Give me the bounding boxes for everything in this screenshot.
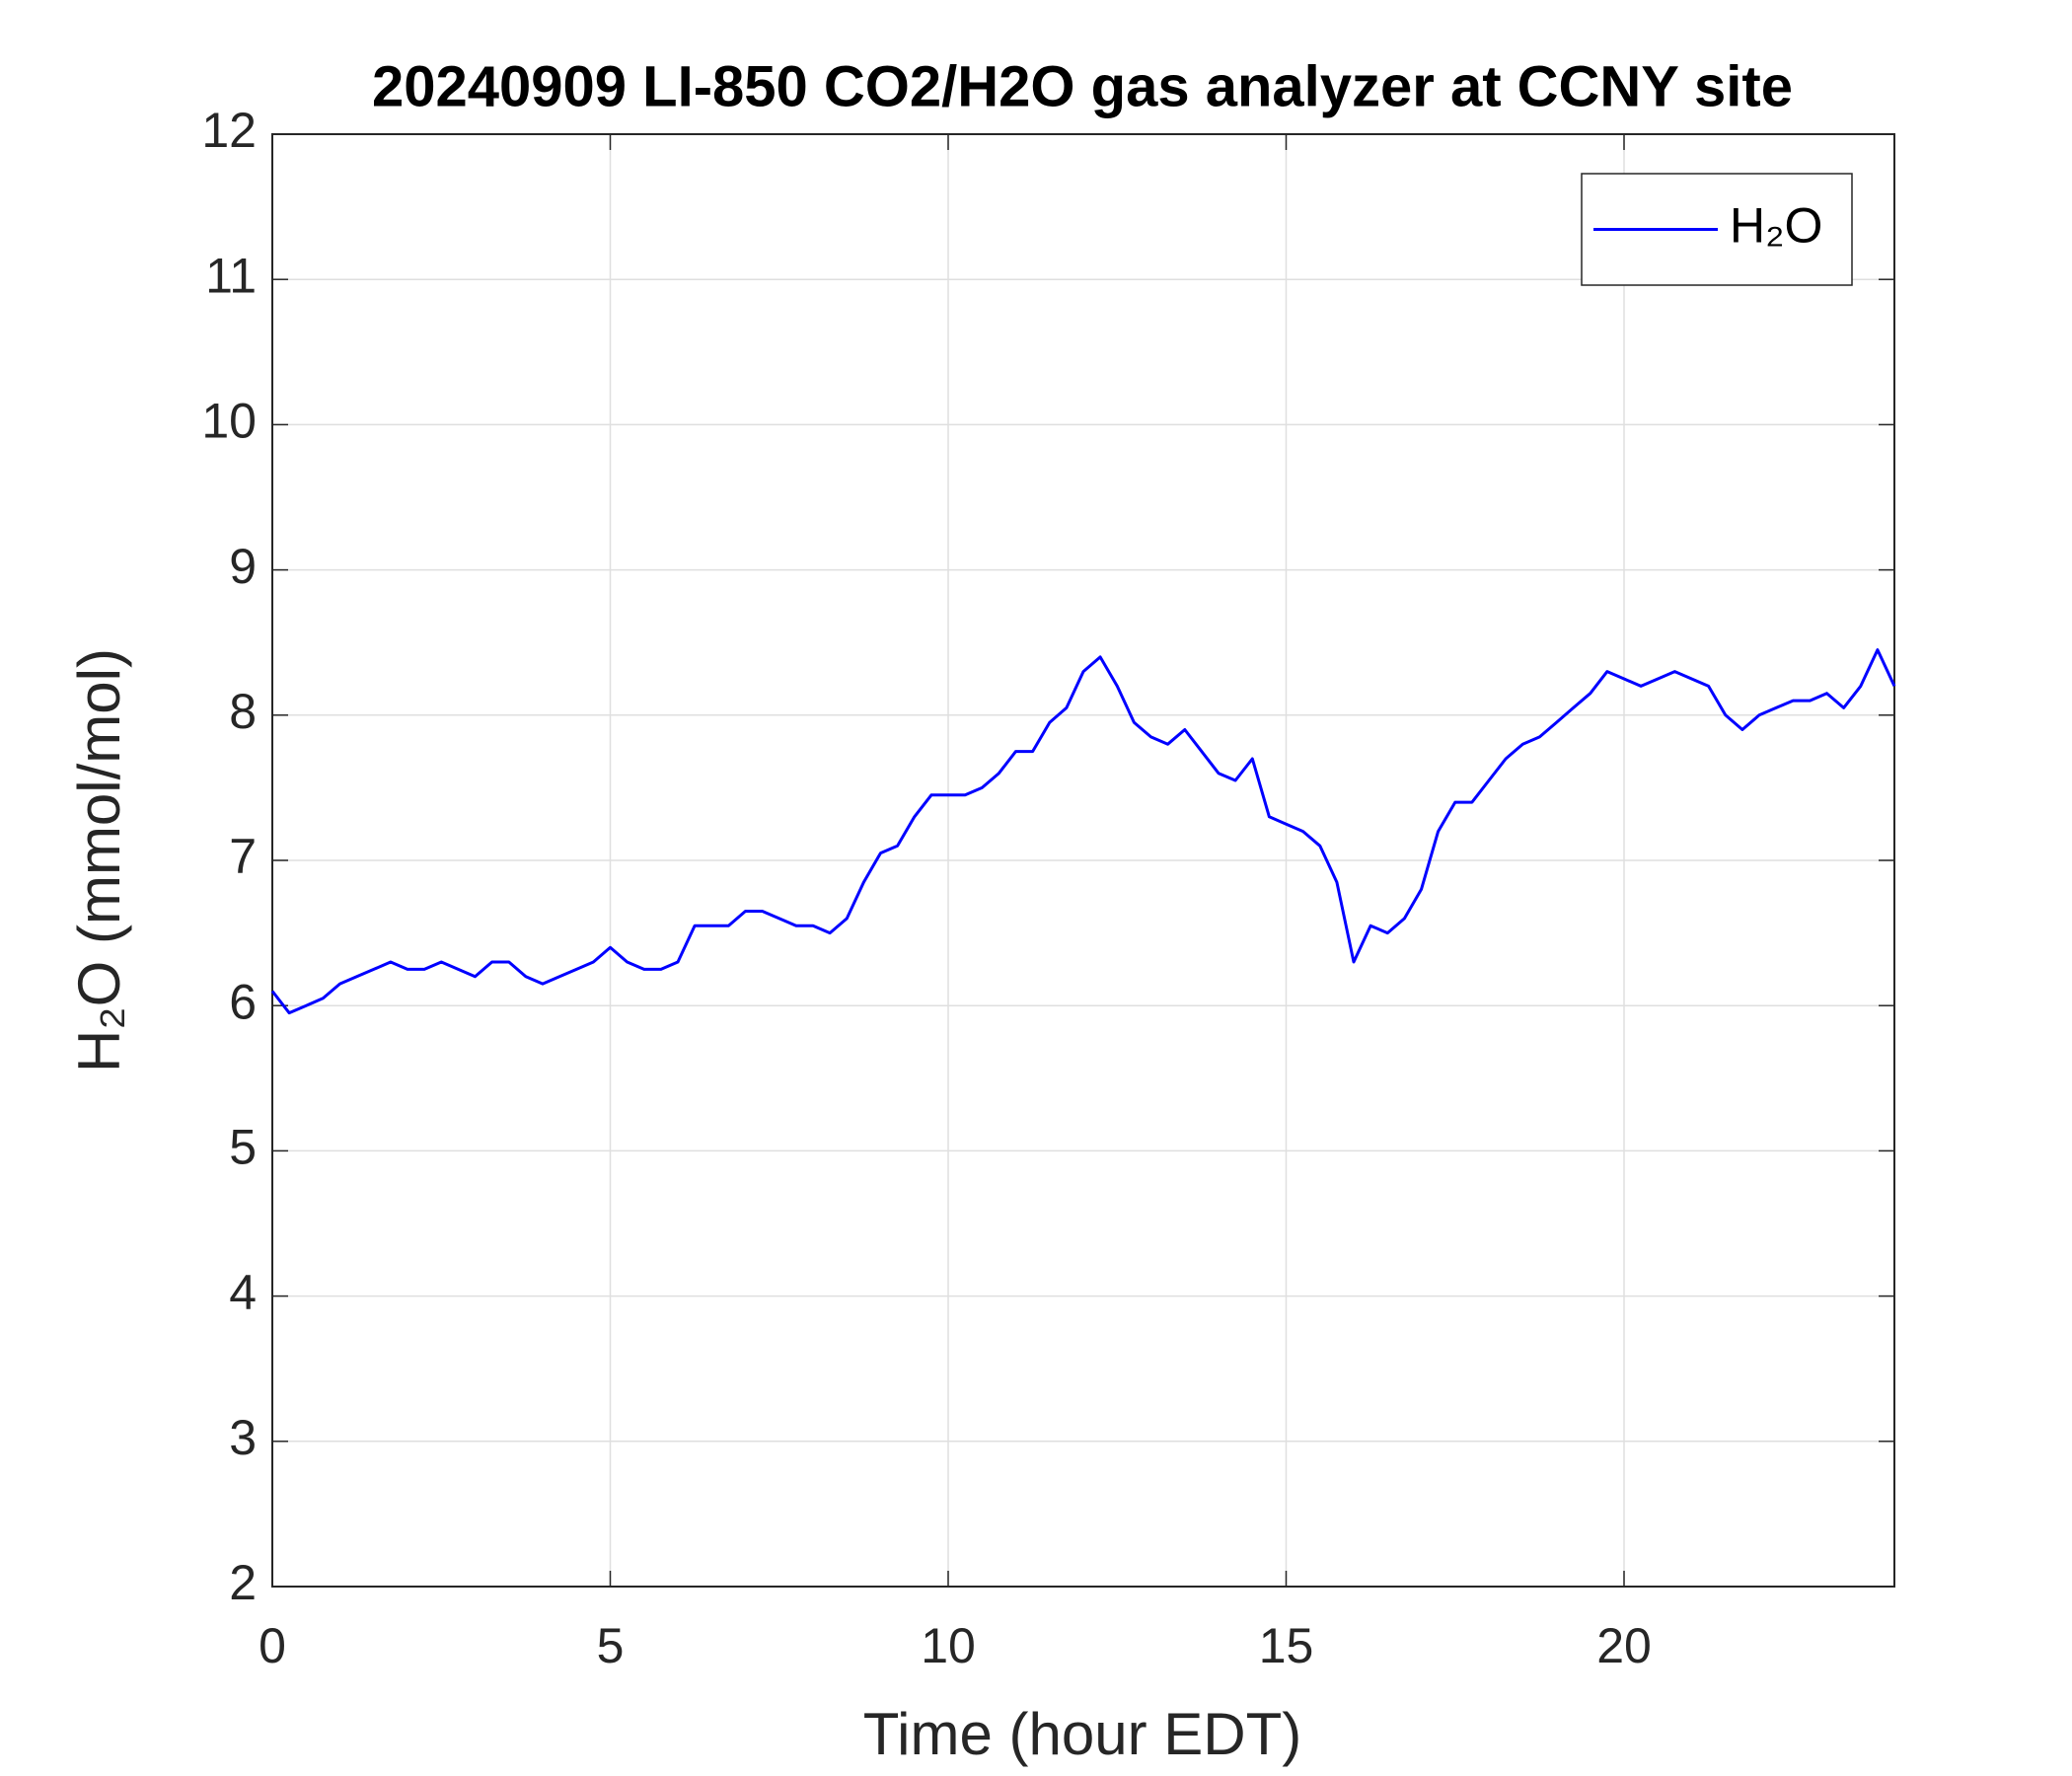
axes-box (271, 133, 1895, 1588)
y-axis-label: H₂O (mmol/mol) (66, 648, 132, 1073)
y-tick-label: 3 (229, 1410, 257, 1465)
y-tick-label: 9 (229, 539, 257, 594)
legend-label: H₂O (1730, 198, 1822, 254)
x-tick-label: 5 (597, 1618, 625, 1673)
y-tick-label: 4 (229, 1265, 257, 1320)
x-tick-label: 0 (259, 1618, 286, 1673)
x-tick-label: 10 (921, 1618, 976, 1673)
y-tick-label: 5 (229, 1120, 257, 1175)
y-tick-label: 12 (201, 103, 257, 158)
y-tick-label: 11 (205, 248, 257, 303)
data-line (270, 648, 1896, 1015)
x-tick-label: 20 (1596, 1618, 1652, 1673)
x-tick-label: 15 (1259, 1618, 1314, 1673)
y-tick-label: 7 (229, 829, 257, 884)
y-tick-label: 2 (229, 1555, 257, 1610)
x-axis-label: Time (hour EDT) (863, 1701, 1302, 1767)
chart-title: 20240909 LI-850 CO2/H2O gas analyzer at … (372, 54, 1793, 118)
y-tick-label: 8 (229, 684, 257, 739)
y-tick-label: 10 (201, 394, 257, 449)
y-tick-label: 6 (229, 974, 257, 1029)
